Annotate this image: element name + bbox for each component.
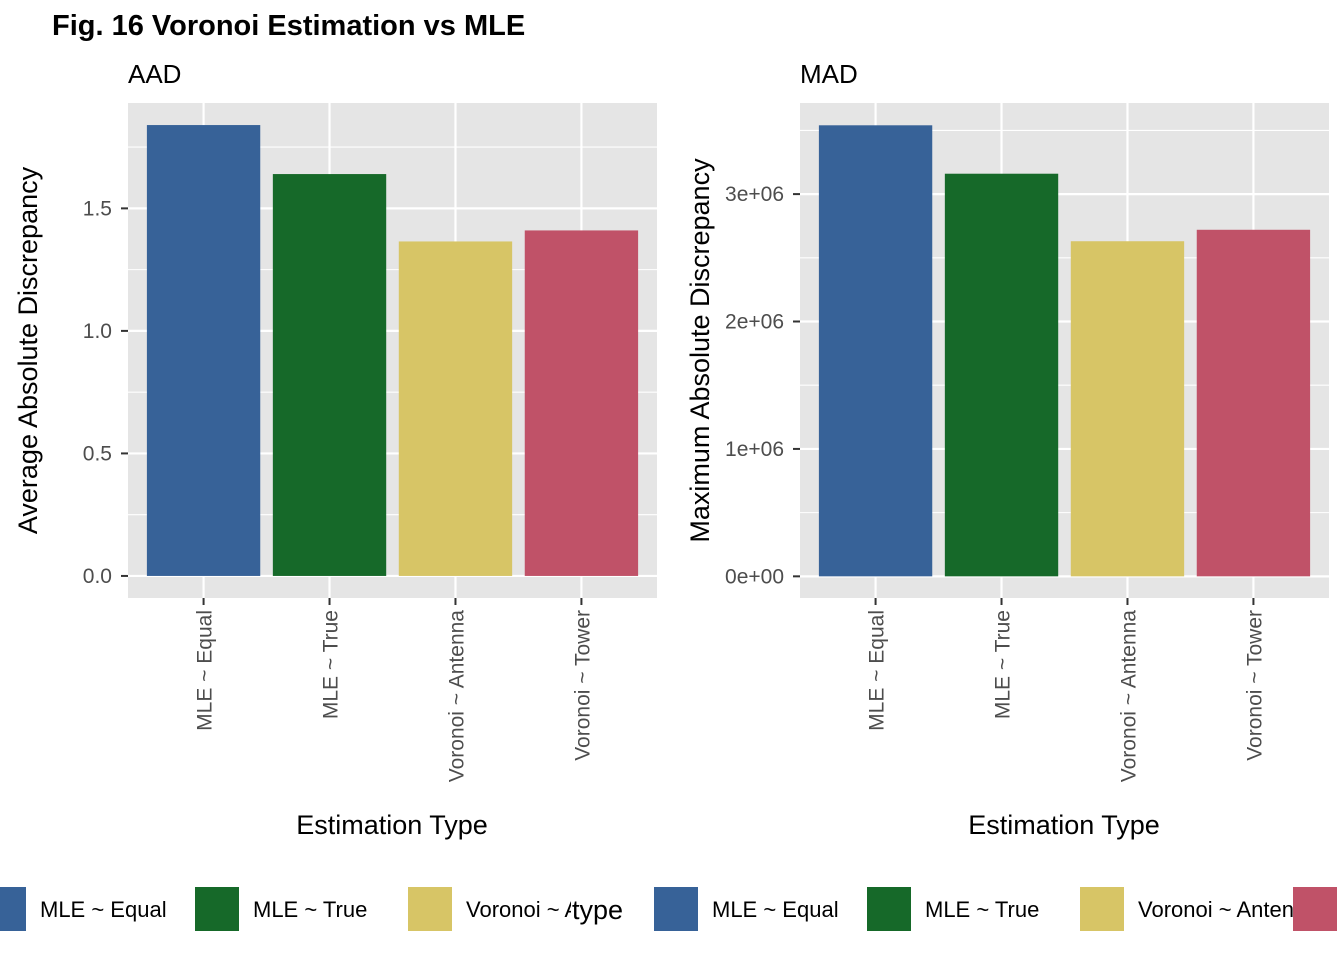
x-tick-label: Voronoi ~ Antenna — [1117, 610, 1140, 783]
legend-key — [867, 887, 911, 931]
legend-area: type MLE ~ Equal MLE ~ True Voronoi ~ Anten… — [0, 887, 1337, 931]
legend-1: type MLE ~ Equal MLE ~ True Voronoi ~ Anten… — [0, 887, 647, 931]
legend-key — [1293, 887, 1337, 931]
legend-key — [654, 887, 698, 931]
legend-label: MLE ~ Equal — [40, 897, 167, 922]
legend-key — [0, 887, 26, 931]
bar-mle-equal — [146, 125, 261, 576]
x-tick-label: MLE ~ True — [992, 610, 1015, 719]
panel-aad: 0.0 0.5 1.0 1.5 MLE ~ Equal MLE ~ True Voronoi… — [13, 59, 657, 840]
y-tick-label: 1.5 — [83, 197, 112, 220]
bar-voronoi-tower — [1196, 229, 1311, 577]
legend-label: MLE ~ True — [253, 897, 367, 922]
panel-mad: 0e+00 1e+06 2e+06 3e+06 MLE ~ Equal MLE ~ Tru… — [685, 59, 1329, 840]
y-tick-label: 1e+06 — [725, 438, 784, 461]
legend-title: type — [572, 895, 623, 925]
legend-label: MLE ~ True — [925, 897, 1039, 922]
bar-mle-equal — [818, 125, 933, 577]
panel-subtitle: MAD — [800, 59, 858, 89]
bar-mle-true — [944, 173, 1059, 577]
chart-panels: 0.0 0.5 1.0 1.5 MLE ~ Equal MLE ~ True Voronoi… — [13, 59, 1329, 840]
x-tick-label: Voronoi ~ Tower — [1243, 610, 1266, 761]
bar-voronoi-antenna — [1070, 241, 1185, 577]
legend-key — [408, 887, 452, 931]
panel-subtitle: AAD — [128, 59, 181, 89]
y-axis-title: Average Absolute Discrepancy — [13, 166, 43, 534]
y-tick-label: 0e+00 — [725, 565, 784, 588]
legend-label: MLE ~ Equal — [712, 897, 839, 922]
legend-2: type MLE ~ Equal MLE ~ True Voronoi ~ Anten… — [572, 887, 1337, 931]
y-tick-label: 0.0 — [83, 565, 112, 588]
x-tick-label: Voronoi ~ Antenna — [445, 610, 468, 783]
x-tick-label: MLE ~ Equal — [866, 610, 889, 731]
x-tick-label: MLE ~ True — [320, 610, 343, 719]
y-tick-label: 3e+06 — [725, 183, 784, 206]
bar-voronoi-tower — [524, 230, 639, 576]
legend-label: Voronoi ~ Antenna — [466, 897, 647, 922]
figure-title: Fig. 16 Voronoi Estimation vs MLE — [52, 10, 525, 42]
x-axis-title: Estimation Type — [296, 810, 488, 840]
legend-key — [1080, 887, 1124, 931]
bar-mle-true — [272, 174, 387, 576]
bar-voronoi-antenna — [398, 241, 513, 576]
x-tick-label: MLE ~ Equal — [194, 610, 217, 731]
y-tick-label: 0.5 — [83, 442, 112, 465]
x-tick-label: Voronoi ~ Tower — [571, 610, 594, 761]
y-axis-title: Maximum Absolute Discrepancy — [685, 158, 715, 543]
y-tick-label: 1.0 — [83, 320, 112, 343]
y-tick-label: 2e+06 — [725, 311, 784, 334]
legend-key — [195, 887, 239, 931]
legend-label: Voronoi ~ Antenna — [1138, 897, 1319, 922]
x-axis-title: Estimation Type — [968, 810, 1160, 840]
